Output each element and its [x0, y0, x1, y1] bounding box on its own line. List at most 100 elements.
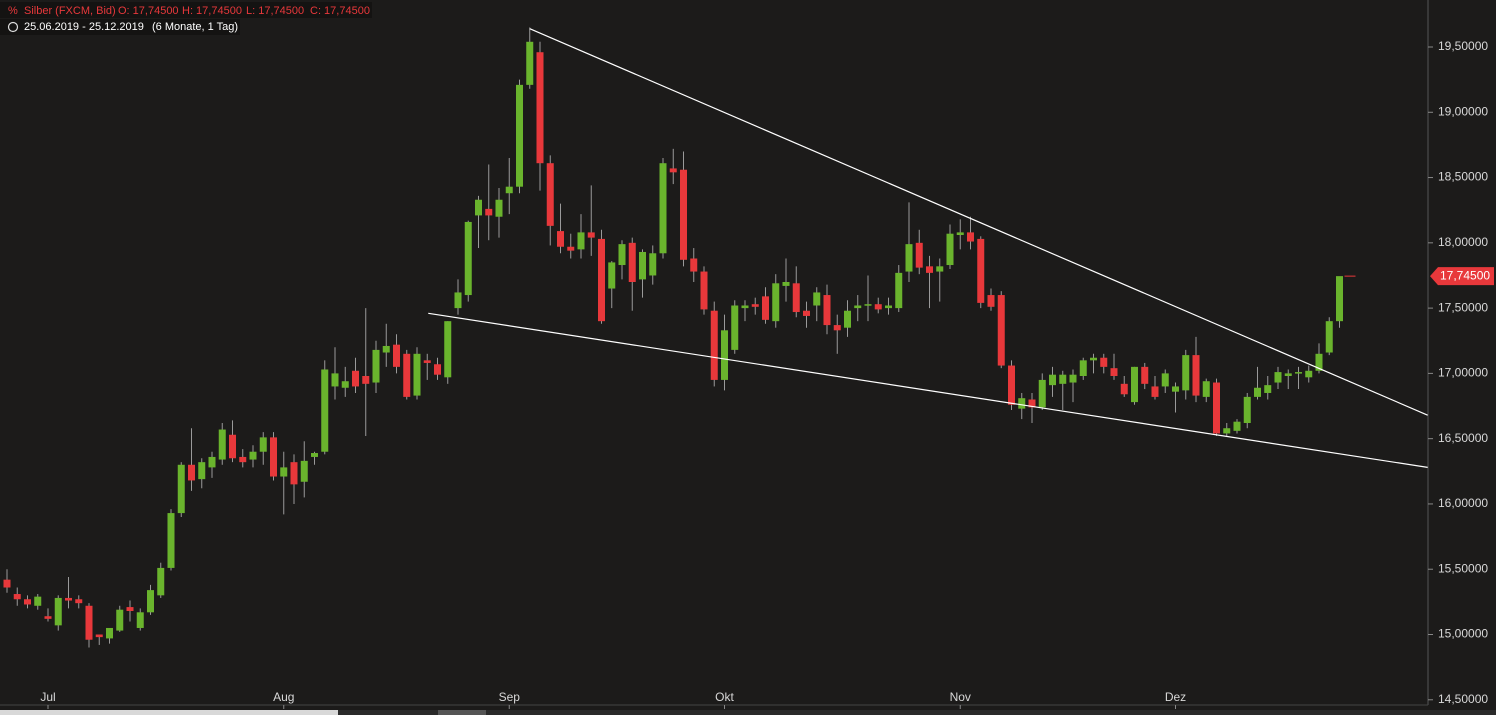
candle-body: [946, 233, 954, 266]
header-box: [0, 19, 240, 35]
x-tick-label: Sep: [499, 690, 521, 704]
candle-body: [926, 266, 933, 273]
candle-body: [536, 52, 544, 164]
candle-body: [854, 305, 862, 309]
candle-body: [1264, 385, 1272, 393]
candle-body: [1284, 373, 1292, 376]
candle-body: [464, 221, 472, 296]
x-tick-label: Aug: [273, 690, 294, 704]
candle-body: [659, 163, 667, 254]
candle-body: [905, 244, 913, 272]
y-tick-label: 16,50000: [1438, 431, 1488, 445]
candle-body: [823, 295, 831, 326]
candle-body: [290, 462, 298, 485]
candle-body: [1049, 374, 1056, 386]
candle-body: [362, 376, 370, 384]
candle-body: [915, 242, 923, 268]
candle-body: [444, 321, 452, 378]
candle-body: [680, 169, 687, 260]
candle-body: [936, 266, 944, 272]
candle-body: [1305, 370, 1313, 378]
last-price-box: [1430, 267, 1494, 286]
candle-body: [516, 84, 523, 187]
candle-body: [54, 597, 62, 626]
scrollbar[interactable]: [0, 710, 338, 715]
x-tick-label: Jul: [40, 690, 55, 704]
candle-body: [85, 605, 93, 640]
candle-body: [147, 590, 154, 613]
candle-body: [300, 460, 308, 482]
y-tick-label: 16,00000: [1438, 496, 1488, 510]
y-tick-label: 17,00000: [1438, 366, 1488, 380]
candle-body: [1254, 387, 1261, 397]
ohlc-open: O: 17,74500: [118, 5, 179, 17]
candle-body: [731, 305, 739, 350]
candle-body: [762, 296, 769, 320]
candle-body: [280, 467, 288, 477]
candle-body: [546, 163, 554, 226]
candle-body: [393, 344, 400, 367]
candle-body: [1202, 381, 1210, 397]
candle-body: [669, 168, 677, 173]
candle-body: [331, 373, 339, 387]
candle-body: [956, 232, 964, 235]
candle-body: [34, 596, 42, 606]
candle-body: [526, 41, 534, 85]
candle-body: [874, 304, 882, 310]
candle-body: [505, 186, 513, 194]
candle-body: [321, 369, 329, 452]
candle-body: [1243, 396, 1251, 423]
candle-body: [608, 262, 616, 289]
candle-body: [1069, 374, 1077, 383]
trend-line: [428, 312, 1428, 468]
ohlc-close: C: 17,74500: [310, 5, 370, 17]
candle-body: [95, 634, 103, 638]
candle-body: [782, 282, 790, 286]
candle-body: [352, 370, 359, 387]
y-tick-label: 15,50000: [1438, 561, 1488, 575]
y-tick-label: 17,50000: [1438, 300, 1488, 314]
candle-body: [864, 304, 872, 306]
symbol-icon: %: [8, 5, 18, 17]
candle-body: [1223, 428, 1231, 434]
scroll-thumb[interactable]: [438, 710, 486, 715]
candle-body: [229, 434, 236, 459]
candle-body: [208, 456, 216, 468]
last-price-label: 17,74500: [1440, 268, 1490, 282]
candle-body: [772, 283, 780, 322]
candle-body: [24, 599, 31, 605]
candle-body: [1131, 366, 1138, 403]
candle-body: [44, 616, 52, 619]
x-tick-label: Dez: [1165, 690, 1186, 704]
candle-body: [741, 305, 749, 309]
ohlc-low: L: 17,74500: [246, 5, 304, 17]
candle-body: [1059, 374, 1067, 384]
candle-body: [844, 310, 851, 328]
date-range: 25.06.2019 - 25.12.2019: [24, 21, 144, 33]
candle-body: [618, 244, 626, 266]
candle-body: [639, 251, 646, 280]
candle-body: [454, 292, 462, 309]
candle-body: [423, 360, 431, 363]
candle-body: [833, 325, 841, 331]
y-tick-label: 15,00000: [1438, 627, 1488, 641]
candle-body: [116, 609, 124, 631]
candle-body: [598, 238, 605, 322]
scroll-track: [338, 710, 1496, 715]
candle-body: [167, 513, 175, 568]
candle-body: [710, 310, 718, 380]
candle-body: [485, 208, 493, 216]
candle-body: [249, 451, 257, 460]
candle-body: [1008, 365, 1015, 405]
candle-body: [649, 253, 657, 276]
candle-body: [1110, 368, 1118, 376]
x-tick-label: Okt: [715, 690, 734, 704]
candle-body: [1213, 382, 1220, 434]
candle-body: [270, 437, 277, 477]
candle-body: [690, 258, 698, 272]
x-tick-label: Nov: [950, 690, 971, 704]
ohlc-high: H: 17,74500: [182, 5, 242, 17]
candle-body: [475, 199, 482, 216]
y-tick-label: 19,50000: [1438, 39, 1488, 53]
candle-body: [813, 292, 821, 306]
